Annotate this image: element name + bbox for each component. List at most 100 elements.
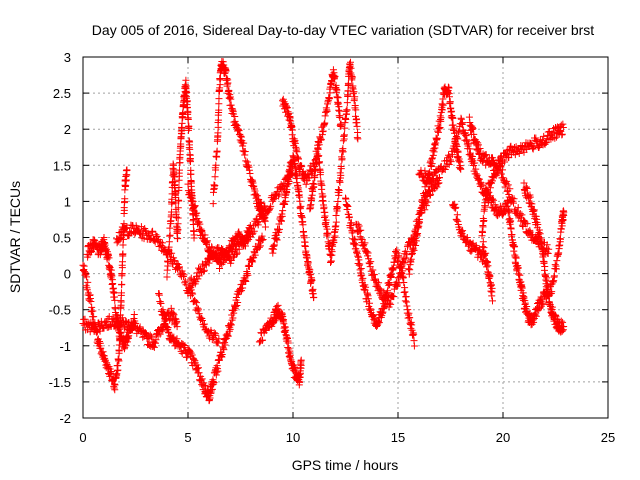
data-point xyxy=(242,235,250,243)
data-point xyxy=(117,233,125,241)
data-point xyxy=(364,295,372,303)
data-point xyxy=(245,166,253,174)
data-point xyxy=(184,288,192,296)
data-point xyxy=(170,333,178,341)
data-point xyxy=(387,300,395,308)
data-point xyxy=(89,307,97,315)
data-point xyxy=(297,202,305,210)
data-point xyxy=(220,61,228,69)
y-tick-label: 2 xyxy=(64,122,71,137)
data-point xyxy=(321,212,329,220)
data-point xyxy=(181,277,189,285)
data-point xyxy=(168,198,176,206)
data-point xyxy=(376,285,384,293)
data-point xyxy=(241,151,249,159)
data-point xyxy=(380,288,388,296)
data-point xyxy=(195,364,202,372)
data-point xyxy=(249,258,257,266)
data-point xyxy=(174,214,182,222)
data-point xyxy=(174,204,182,212)
data-point xyxy=(108,272,116,280)
data-point xyxy=(148,333,156,341)
data-point xyxy=(118,270,126,278)
data-point xyxy=(232,234,240,242)
data-point xyxy=(301,243,309,251)
data-point xyxy=(225,87,233,95)
data-point xyxy=(350,88,358,96)
data-point xyxy=(343,106,351,114)
data-point xyxy=(323,107,331,115)
data-point xyxy=(233,250,241,258)
data-point xyxy=(414,230,422,238)
data-point xyxy=(175,166,183,174)
data-point xyxy=(365,259,373,267)
data-point xyxy=(255,218,263,226)
data-point xyxy=(190,231,198,239)
data-point xyxy=(259,336,267,344)
y-tick-label: 2.5 xyxy=(53,86,71,101)
data-point xyxy=(196,220,204,228)
data-point xyxy=(83,273,91,281)
data-point xyxy=(309,188,317,196)
data-point xyxy=(237,132,245,140)
data-point xyxy=(212,330,220,338)
data-point xyxy=(205,259,213,267)
data-point xyxy=(227,321,235,329)
data-point xyxy=(404,306,412,314)
data-point xyxy=(250,182,258,190)
data-point xyxy=(258,232,266,240)
data-point xyxy=(217,245,225,253)
data-point xyxy=(324,230,332,238)
series-sat-track-17 xyxy=(415,114,511,220)
data-point xyxy=(327,258,335,266)
data-point xyxy=(357,264,365,272)
data-point xyxy=(244,231,252,239)
data-point xyxy=(88,247,96,255)
data-point xyxy=(233,301,241,309)
data-point xyxy=(283,104,291,112)
data-point xyxy=(186,138,194,146)
data-point xyxy=(403,250,411,258)
data-point xyxy=(407,324,415,332)
y-tick-label: 0.5 xyxy=(53,231,71,246)
data-point xyxy=(244,161,252,169)
data-point xyxy=(239,142,247,150)
data-point xyxy=(361,239,369,247)
series-sat-track-10 xyxy=(255,301,305,389)
data-point xyxy=(288,123,296,131)
data-point xyxy=(270,241,278,249)
data-point xyxy=(327,257,335,265)
data-point xyxy=(354,252,362,260)
data-point xyxy=(298,162,306,170)
data-point xyxy=(315,152,323,160)
data-point xyxy=(397,268,405,276)
data-point xyxy=(396,269,404,277)
data-point xyxy=(396,273,404,281)
data-point xyxy=(224,79,232,87)
data-point xyxy=(488,288,496,296)
data-point xyxy=(115,347,123,355)
data-point xyxy=(293,172,301,180)
series-sat-track-4 xyxy=(113,221,223,347)
data-point xyxy=(135,229,143,237)
data-point xyxy=(223,74,231,82)
data-point xyxy=(251,251,259,259)
data-point xyxy=(153,232,161,240)
data-point xyxy=(441,165,449,173)
data-point xyxy=(183,353,191,361)
data-point xyxy=(236,288,244,296)
data-point xyxy=(245,261,253,269)
data-point xyxy=(185,125,193,133)
data-point xyxy=(163,266,171,274)
y-tick-label: -2 xyxy=(59,411,71,426)
data-point xyxy=(163,273,171,281)
data-point xyxy=(123,224,131,232)
data-point xyxy=(239,284,247,292)
data-point xyxy=(105,254,113,262)
data-point xyxy=(427,190,435,198)
series-sat-track-6 xyxy=(163,76,198,281)
data-point xyxy=(245,163,253,171)
data-point xyxy=(269,249,277,257)
x-tick-label: 20 xyxy=(496,430,510,445)
data-point xyxy=(433,183,441,191)
